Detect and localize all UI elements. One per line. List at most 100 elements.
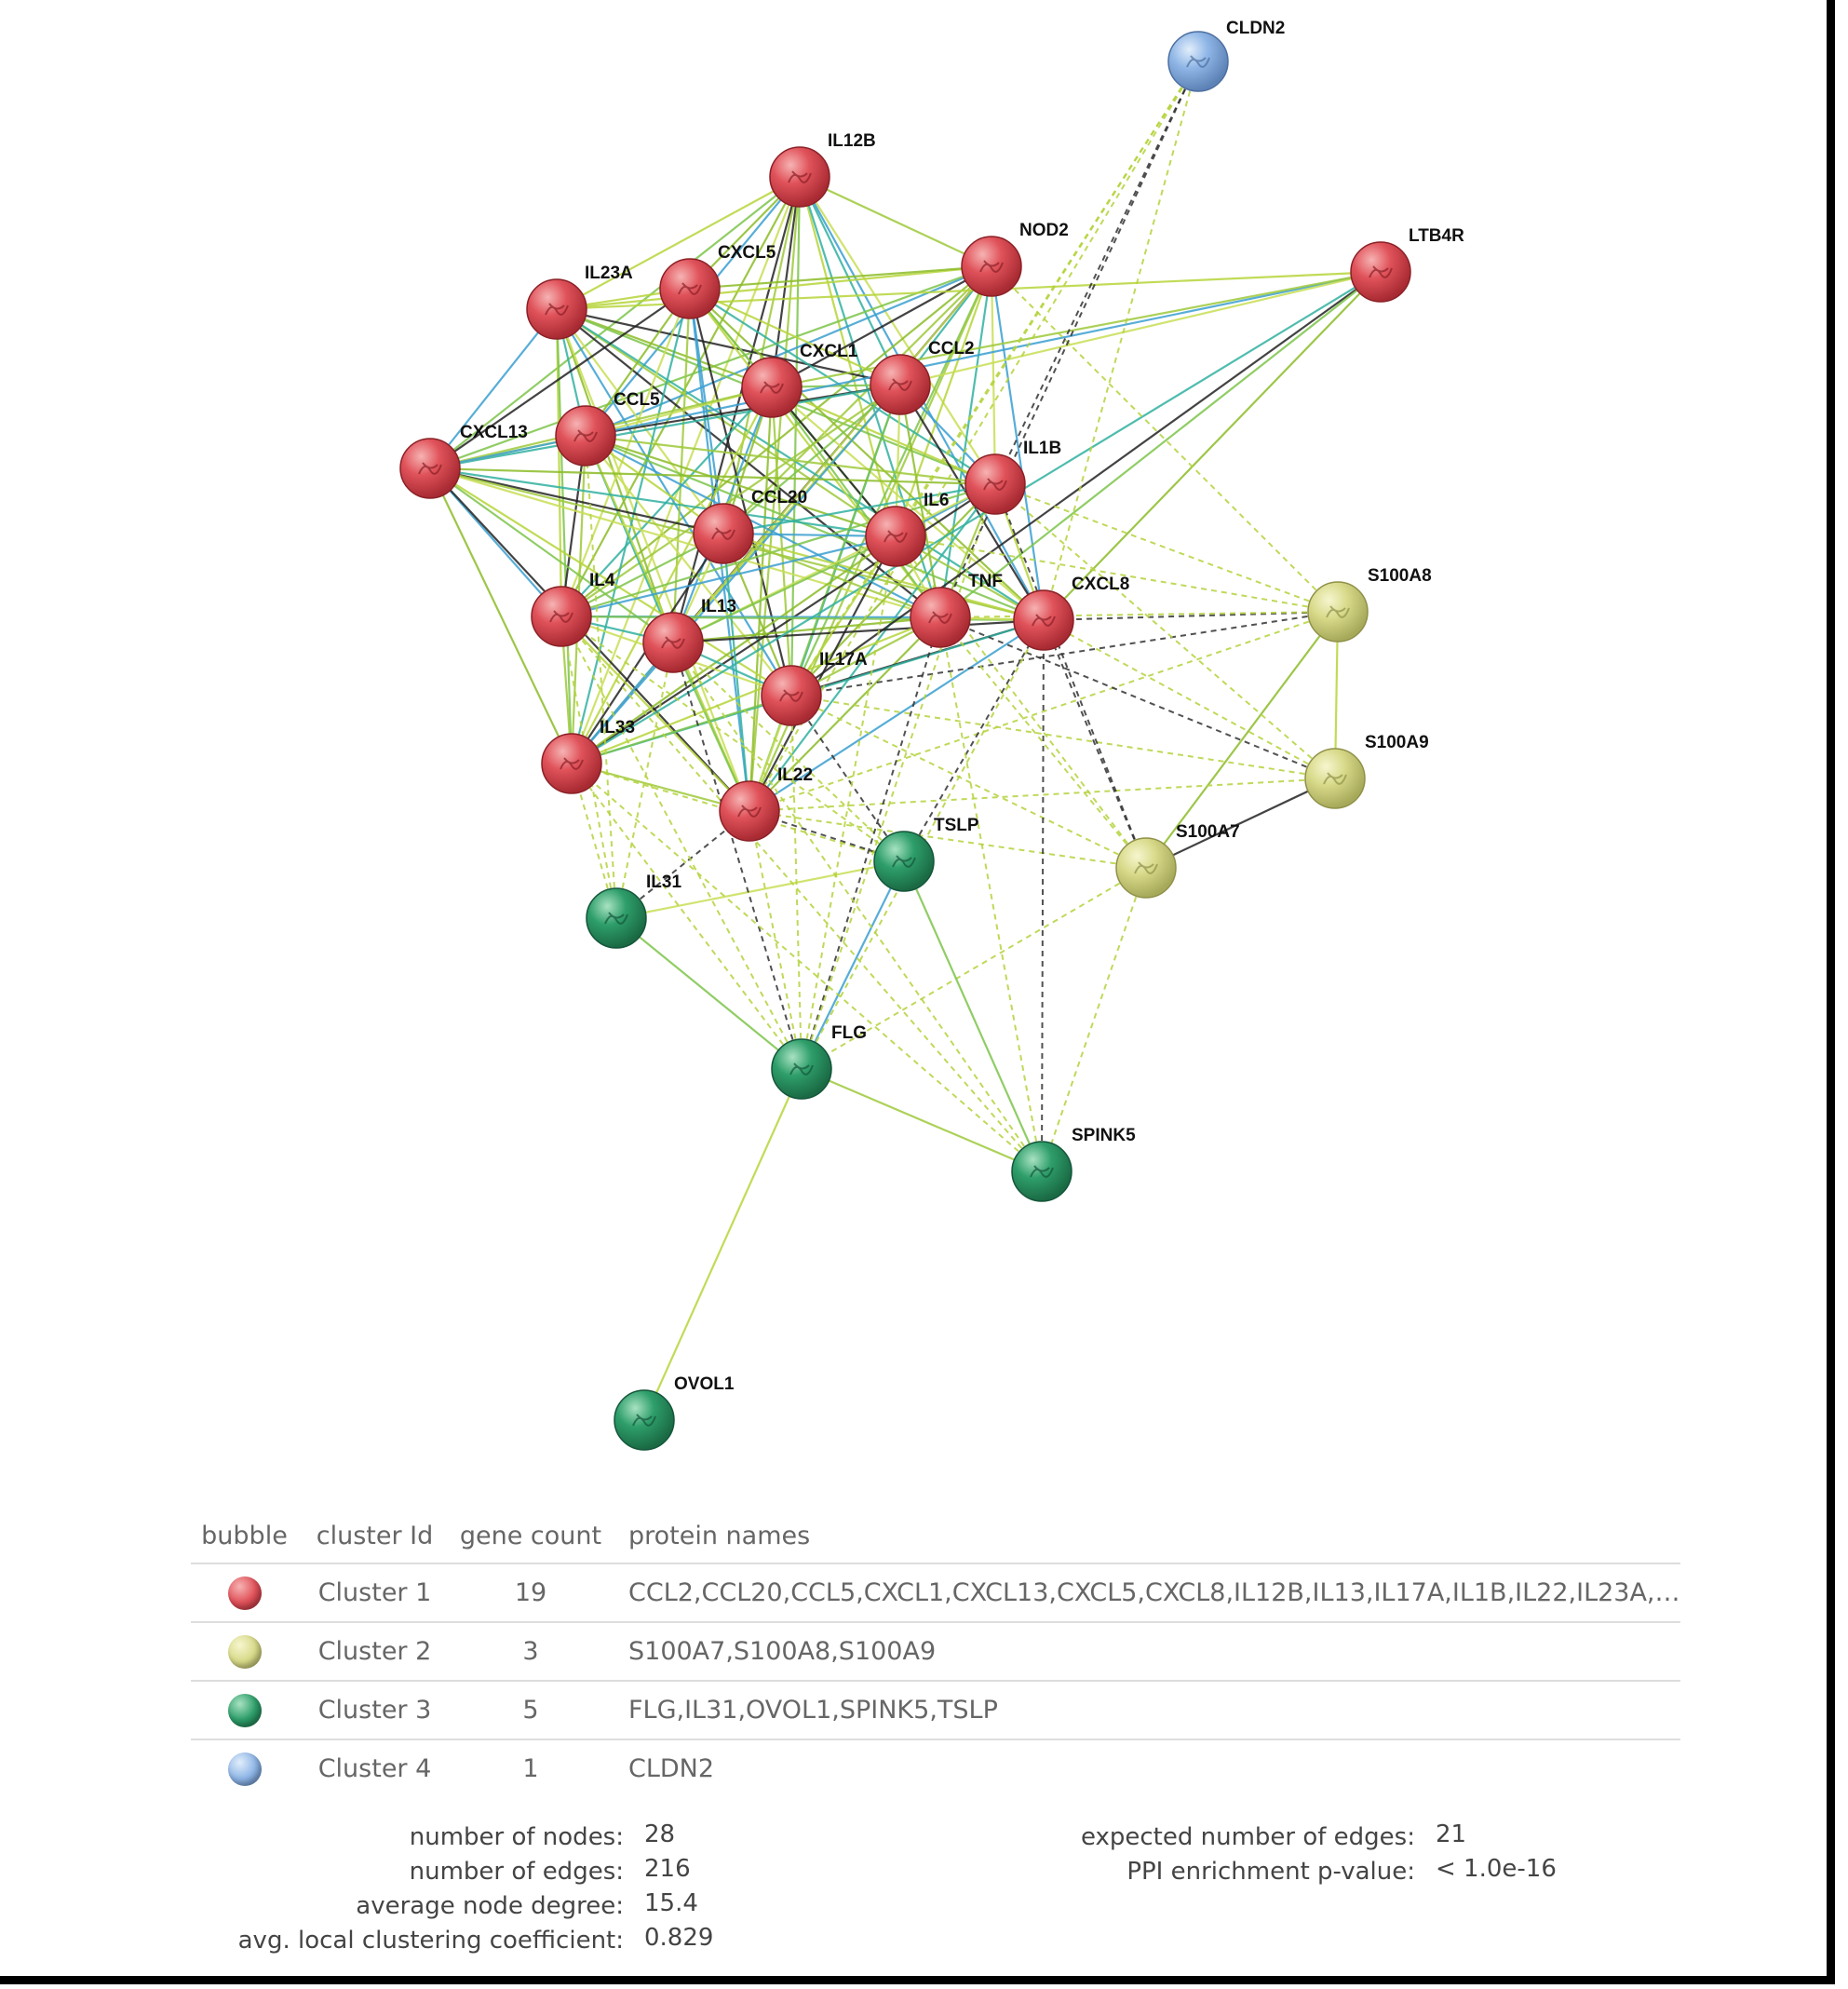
cluster-id: Cluster 4 bbox=[317, 1754, 432, 1783]
interaction-edge bbox=[749, 619, 1045, 812]
gene-count: 5 bbox=[522, 1696, 539, 1725]
interaction-edge bbox=[555, 308, 573, 764]
node-il12b[interactable]: IL12B bbox=[769, 131, 876, 208]
node-tnf[interactable]: TNF bbox=[910, 572, 1003, 648]
node-label: IL6 bbox=[924, 491, 949, 510]
frame-border-right bbox=[1827, 0, 1835, 1979]
node-label: IL1B bbox=[1023, 439, 1061, 458]
header-cluster-id: cluster Id bbox=[316, 1521, 434, 1550]
node-il23a[interactable]: IL23A bbox=[526, 264, 633, 340]
interaction-edge bbox=[571, 763, 905, 862]
protein-names: FLG,IL31,OVOL1,SPINK5,TSLP bbox=[628, 1696, 998, 1725]
stat-clustering-label: avg. local clustering coefficient: bbox=[237, 1927, 624, 1955]
node-il4[interactable]: IL4 bbox=[531, 571, 615, 647]
node-label: CCL2 bbox=[928, 339, 975, 359]
interaction-edge bbox=[899, 270, 1382, 386]
interaction-edge bbox=[1043, 619, 1336, 779]
interaction-edge bbox=[429, 467, 750, 812]
node-nod2[interactable]: NOD2 bbox=[961, 221, 1069, 297]
node-label: IL13 bbox=[701, 597, 736, 616]
protein-structure-icon bbox=[545, 303, 569, 316]
node-cxcl5[interactable]: CXCL5 bbox=[659, 243, 776, 319]
protein-structure-icon bbox=[418, 462, 442, 475]
interaction-edge bbox=[556, 307, 901, 386]
protein-structure-icon bbox=[1186, 55, 1210, 68]
interaction-edge bbox=[994, 483, 1147, 869]
interaction-edge bbox=[429, 467, 724, 535]
protein-names: CLDN2 bbox=[628, 1754, 715, 1783]
interaction-edge bbox=[672, 642, 1043, 1172]
interaction-edge bbox=[939, 616, 1147, 869]
node-label: IL17A bbox=[819, 650, 868, 670]
interaction-edge bbox=[801, 860, 905, 1070]
interaction-edge bbox=[689, 288, 1045, 621]
cluster-bubble-icon bbox=[227, 1634, 262, 1669]
node-ccl5[interactable]: CCL5 bbox=[555, 390, 660, 467]
node-il22[interactable]: IL22 bbox=[719, 765, 813, 842]
node-cxcl1[interactable]: CXCL1 bbox=[741, 342, 858, 418]
interaction-edge bbox=[1043, 611, 1339, 621]
header-bubble: bubble bbox=[201, 1521, 288, 1550]
node-ltb4r[interactable]: LTB4R bbox=[1350, 226, 1464, 303]
cluster-bubble-icon bbox=[227, 1693, 262, 1727]
node-ccl2[interactable]: CCL2 bbox=[870, 339, 975, 415]
stat-expected-label: expected number of edges: bbox=[1080, 1823, 1415, 1851]
node-tslp[interactable]: TSLP bbox=[873, 816, 979, 892]
node-label: S100A7 bbox=[1176, 822, 1240, 842]
interaction-edge bbox=[749, 616, 941, 812]
node-il17a[interactable]: IL17A bbox=[761, 650, 868, 726]
stat-edges-label: number of edges: bbox=[409, 1858, 624, 1886]
interaction-edge bbox=[672, 642, 803, 1070]
node-s100a7[interactable]: S100A7 bbox=[1115, 822, 1240, 899]
interaction-edge bbox=[771, 386, 1045, 621]
interaction-edge bbox=[749, 483, 996, 812]
interaction-edge bbox=[560, 616, 803, 1070]
cluster-bubble-icon bbox=[227, 1576, 262, 1610]
node-il33[interactable]: IL33 bbox=[541, 718, 635, 794]
node-label: CXCL5 bbox=[718, 243, 776, 263]
node-s100a8[interactable]: S100A8 bbox=[1307, 566, 1432, 643]
node-il6[interactable]: IL6 bbox=[865, 491, 949, 567]
interaction-edge bbox=[689, 287, 901, 386]
interaction-edge bbox=[671, 176, 802, 643]
interaction-edge bbox=[790, 695, 905, 862]
interaction-edge bbox=[429, 308, 558, 469]
node-cxcl8[interactable]: CXCL8 bbox=[1013, 575, 1129, 651]
protein-structure-icon bbox=[1134, 861, 1158, 874]
interaction-edge bbox=[429, 288, 691, 469]
node-label: FLG bbox=[831, 1023, 867, 1043]
stat-degree-label: average node degree: bbox=[356, 1892, 624, 1920]
node-flg[interactable]: FLG bbox=[771, 1023, 867, 1100]
gene-count: 3 bbox=[522, 1637, 539, 1666]
interaction-edge bbox=[671, 288, 692, 643]
interaction-edge bbox=[642, 1068, 803, 1421]
node-label: SPINK5 bbox=[1072, 1126, 1136, 1145]
node-ccl20[interactable]: CCL20 bbox=[693, 488, 807, 564]
node-spink5[interactable]: SPINK5 bbox=[1011, 1126, 1136, 1202]
protein-structure-icon bbox=[1369, 265, 1393, 278]
interaction-edge bbox=[771, 270, 1382, 389]
interaction-edge bbox=[556, 308, 792, 697]
interaction-edge bbox=[571, 694, 792, 765]
interaction-edge bbox=[722, 265, 992, 534]
interaction-edge bbox=[749, 810, 803, 1070]
node-il13[interactable]: IL13 bbox=[642, 597, 736, 673]
interaction-edge bbox=[771, 265, 992, 388]
interaction-edge bbox=[560, 534, 897, 618]
node-il1b[interactable]: IL1B bbox=[964, 439, 1061, 515]
node-il31[interactable]: IL31 bbox=[586, 873, 681, 949]
interaction-edge bbox=[672, 618, 1045, 644]
node-label: CXCL8 bbox=[1072, 575, 1129, 594]
interaction-edge bbox=[688, 288, 793, 697]
cluster-id: Cluster 2 bbox=[317, 1637, 432, 1666]
protein-structure-icon bbox=[1326, 605, 1350, 618]
node-cldn2[interactable]: CLDN2 bbox=[1167, 19, 1285, 92]
interaction-edge bbox=[1041, 619, 1045, 1172]
node-ovol1[interactable]: OVOL1 bbox=[614, 1374, 735, 1451]
node-label: IL23A bbox=[585, 264, 633, 283]
node-label: NOD2 bbox=[1019, 221, 1069, 240]
node-cxcl13[interactable]: CXCL13 bbox=[399, 423, 528, 499]
node-s100a9[interactable]: S100A9 bbox=[1304, 733, 1429, 809]
interaction-edge bbox=[429, 383, 901, 470]
interaction-edge bbox=[429, 264, 992, 470]
